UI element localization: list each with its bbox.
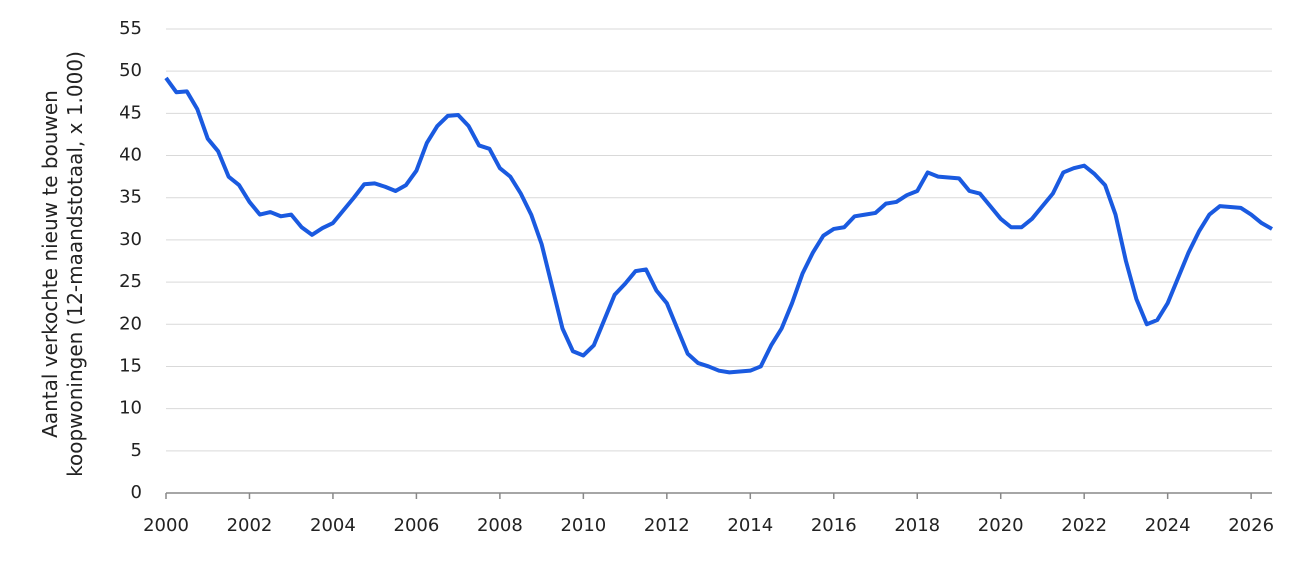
y-tick-label: 35: [119, 187, 142, 208]
y-tick-label: 10: [119, 398, 142, 419]
y-tick-label: 15: [119, 355, 142, 376]
x-tick-label: 2024: [1145, 515, 1191, 536]
x-tick-label: 2004: [310, 515, 356, 536]
y-tick-label: 20: [119, 313, 142, 334]
x-tick-label: 2018: [894, 515, 940, 536]
x-tick-label: 2000: [143, 515, 189, 536]
y-tick-label: 0: [131, 482, 142, 503]
y-tick-label: 30: [119, 229, 142, 250]
x-tick-label: 2006: [394, 515, 440, 536]
x-tick-label: 2016: [811, 515, 857, 536]
x-tick-label: 2010: [560, 515, 606, 536]
x-tick-label: 2012: [644, 515, 690, 536]
y-tick-label: 55: [119, 18, 142, 39]
y-tick-label: 25: [119, 271, 142, 292]
y-tick-label: 5: [131, 440, 142, 461]
x-tick-label: 2020: [978, 515, 1024, 536]
x-tick-label: 2014: [727, 515, 773, 536]
x-tick-label: 2008: [477, 515, 523, 536]
x-tick-label: 2026: [1228, 515, 1274, 536]
y-axis-label: Aantal verkochte nieuw te bouwen koopwon…: [38, 51, 87, 477]
y-tick-label: 50: [119, 60, 142, 81]
y-tick-label: 45: [119, 102, 142, 123]
x-tick-label: 2002: [227, 515, 273, 536]
x-tick-label: 2022: [1061, 515, 1107, 536]
y-tick-label: 40: [119, 145, 142, 166]
data-line: [164, 76, 1273, 375]
